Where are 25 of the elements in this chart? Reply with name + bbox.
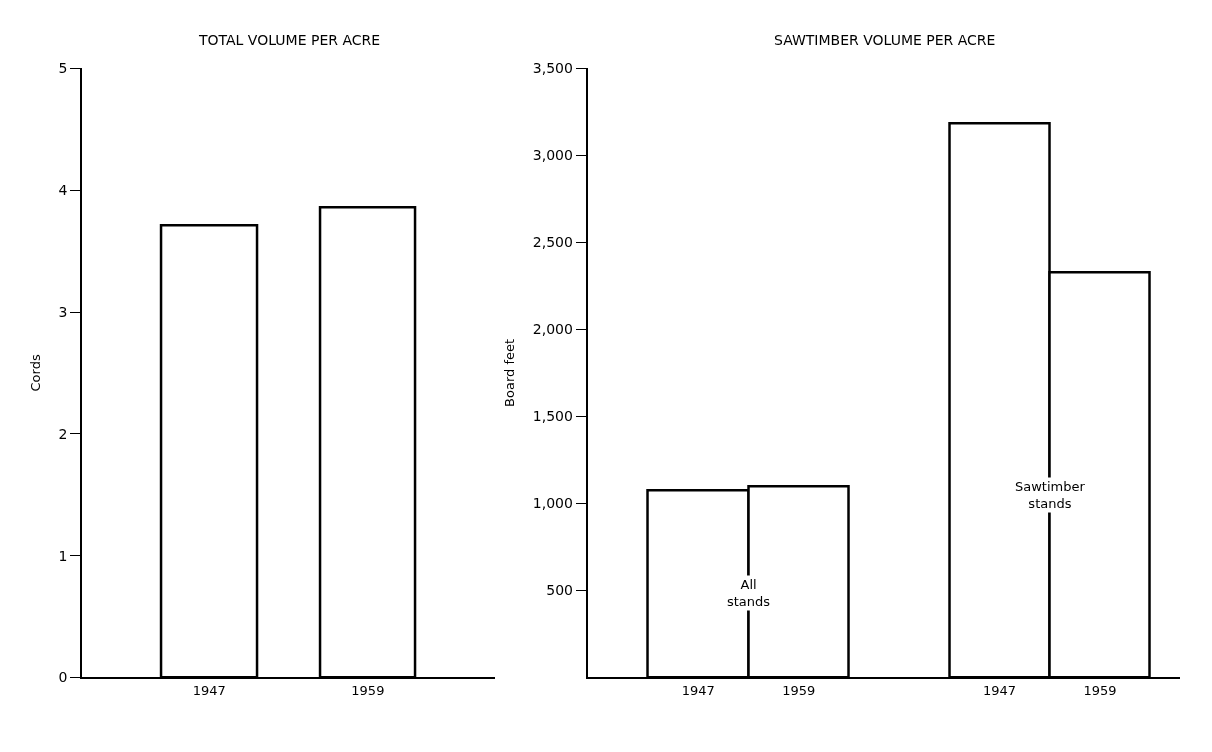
y-axis-title: Cords: [28, 354, 44, 392]
y-tick-label: 1,000: [532, 495, 573, 512]
x-tick-label: 1947: [192, 683, 226, 698]
x-tick-label: 1959: [1083, 683, 1117, 698]
y-tick-label: 5: [58, 60, 68, 77]
x-tick-label: 1947: [983, 683, 1017, 698]
x-tick-label: 1959: [351, 683, 385, 698]
chart-title: TOTAL VOLUME PER ACRE: [198, 32, 381, 48]
y-tick-label: 3,500: [532, 60, 573, 77]
y-tick-label: 4: [58, 182, 68, 199]
y-tick-label: 1,500: [532, 408, 573, 425]
y-tick-label: 3: [58, 303, 68, 320]
y-tick-label: 0: [58, 669, 68, 686]
chart-title: SAWTIMBER VOLUME PER ACRE: [774, 32, 996, 48]
y-tick-label: 2,500: [532, 234, 573, 251]
y-tick-label: 2: [58, 425, 68, 442]
annotation: Sawtimber stands: [1015, 479, 1086, 511]
y-tick-label: 1: [58, 547, 68, 564]
annotation: All stands: [727, 577, 771, 609]
y-axis-title: Board feet: [502, 338, 518, 407]
y-tick-label: 2,000: [532, 321, 573, 338]
y-tick-label: 3,000: [532, 147, 573, 164]
x-tick-label: 1959: [782, 683, 816, 698]
x-tick-label: 1947: [681, 683, 715, 698]
y-tick-label: 500: [546, 582, 573, 599]
